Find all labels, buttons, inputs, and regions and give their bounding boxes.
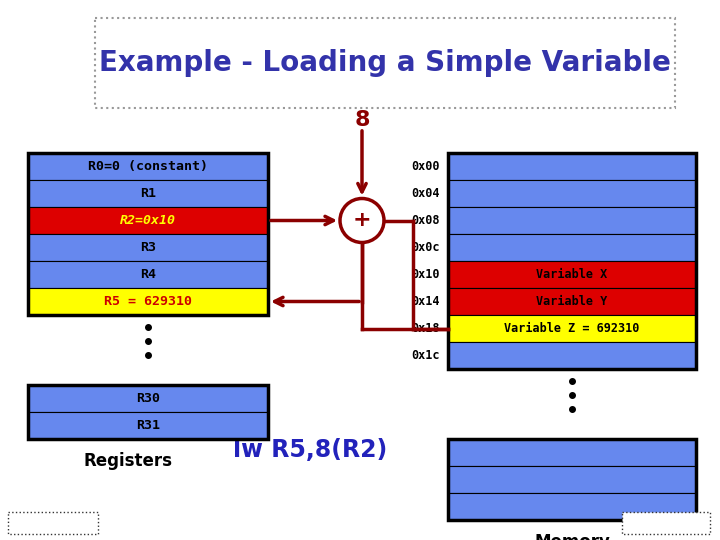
FancyBboxPatch shape [28, 180, 268, 207]
Text: R5 = 629310: R5 = 629310 [104, 295, 192, 308]
Text: Memory: Memory [534, 533, 610, 540]
FancyBboxPatch shape [8, 512, 98, 534]
FancyBboxPatch shape [448, 207, 696, 234]
Circle shape [340, 199, 384, 242]
Text: R0=0 (constant): R0=0 (constant) [88, 160, 208, 173]
Text: R4: R4 [140, 268, 156, 281]
Text: R2=0x10: R2=0x10 [120, 214, 176, 227]
Text: 0x18: 0x18 [412, 322, 440, 335]
Text: 8: 8 [354, 110, 370, 130]
Text: Variable X: Variable X [536, 268, 608, 281]
FancyBboxPatch shape [95, 18, 675, 108]
Text: 0x0c: 0x0c [412, 241, 440, 254]
FancyBboxPatch shape [448, 180, 696, 207]
Text: R30: R30 [136, 392, 160, 405]
Text: lw R5,8(R2): lw R5,8(R2) [233, 438, 387, 462]
Text: Registers: Registers [84, 452, 173, 470]
FancyBboxPatch shape [28, 412, 268, 439]
FancyBboxPatch shape [448, 315, 696, 342]
FancyBboxPatch shape [28, 207, 268, 234]
Text: CSCE430/830: CSCE430/830 [21, 518, 85, 528]
Text: 0x08: 0x08 [412, 214, 440, 227]
Text: 0x00: 0x00 [412, 160, 440, 173]
FancyBboxPatch shape [448, 493, 696, 520]
Text: Variable Y: Variable Y [536, 295, 608, 308]
FancyBboxPatch shape [448, 288, 696, 315]
Text: 0x04: 0x04 [412, 187, 440, 200]
Text: +: + [353, 211, 372, 231]
FancyBboxPatch shape [28, 385, 268, 412]
Text: 0x14: 0x14 [412, 295, 440, 308]
Text: Example - Loading a Simple Variable: Example - Loading a Simple Variable [99, 49, 671, 77]
FancyBboxPatch shape [448, 342, 696, 369]
Text: ISA-2: ISA-2 [652, 518, 680, 528]
FancyBboxPatch shape [448, 439, 696, 466]
Text: 0x1c: 0x1c [412, 349, 440, 362]
Text: R1: R1 [140, 187, 156, 200]
FancyBboxPatch shape [28, 288, 268, 315]
FancyBboxPatch shape [448, 153, 696, 180]
FancyBboxPatch shape [448, 234, 696, 261]
FancyBboxPatch shape [448, 466, 696, 493]
FancyBboxPatch shape [448, 261, 696, 288]
Text: R3: R3 [140, 241, 156, 254]
FancyBboxPatch shape [622, 512, 710, 534]
FancyBboxPatch shape [28, 261, 268, 288]
FancyBboxPatch shape [28, 234, 268, 261]
Text: 0x10: 0x10 [412, 268, 440, 281]
Text: Variable Z = 692310: Variable Z = 692310 [504, 322, 639, 335]
FancyBboxPatch shape [28, 153, 268, 180]
Text: R31: R31 [136, 419, 160, 432]
